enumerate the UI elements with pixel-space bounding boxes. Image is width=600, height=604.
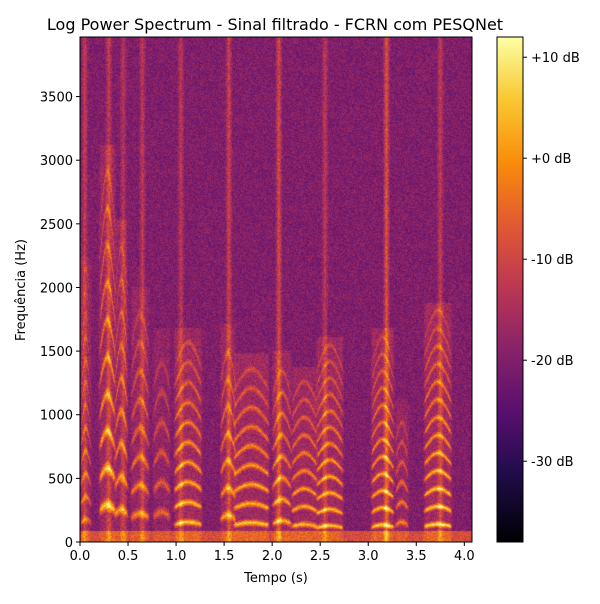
colorbar-frame [496, 36, 524, 543]
x-tick-label: 1.5 [214, 549, 235, 564]
colorbar-tick-label: +0 dB [531, 152, 571, 167]
colorbar-tick-label: -10 dB [531, 253, 574, 268]
y-tick-label: 3000 [40, 154, 73, 169]
x-tick-label: 2.5 [310, 549, 331, 564]
x-axis-label: Tempo (s) [243, 571, 308, 586]
colorbar-axis: +10 dB +0 dB -10 dB -20 dB -30 dB [523, 51, 580, 470]
y-axis-label: Frequência (Hz) [14, 239, 29, 341]
y-axis: 0 500 1000 1500 2000 2500 3000 3500 [40, 91, 80, 551]
y-tick-label: 1500 [40, 345, 73, 360]
x-tick-label: 4.0 [454, 549, 475, 564]
x-axis: 0.0 0.5 1.0 1.5 2.0 2.5 3.0 3.5 4.0 [70, 542, 475, 564]
x-tick-label: 3.5 [406, 549, 427, 564]
x-tick-label: 0.5 [118, 549, 139, 564]
x-tick-label: 2.0 [262, 549, 283, 564]
x-tick-label: 0.0 [70, 549, 91, 564]
spectrogram-image [80, 37, 472, 542]
y-tick-label: 2500 [40, 218, 73, 233]
y-tick-label: 3500 [40, 91, 73, 106]
chart-title: Log Power Spectrum - Sinal filtrado - FC… [47, 15, 503, 34]
x-tick-label: 3.0 [358, 549, 379, 564]
y-tick-label: 1000 [40, 409, 73, 424]
y-tick-label: 0 [65, 536, 73, 551]
colorbar-tick-label: +10 dB [531, 51, 580, 66]
colorbar [497, 37, 523, 542]
y-tick-label: 500 [48, 472, 73, 487]
colorbar-tick-label: -20 dB [531, 354, 574, 369]
plot-frame [79, 36, 473, 543]
x-tick-label: 1.0 [166, 549, 187, 564]
colorbar-tick-label: -30 dB [531, 455, 574, 470]
y-tick-label: 2000 [40, 281, 73, 296]
